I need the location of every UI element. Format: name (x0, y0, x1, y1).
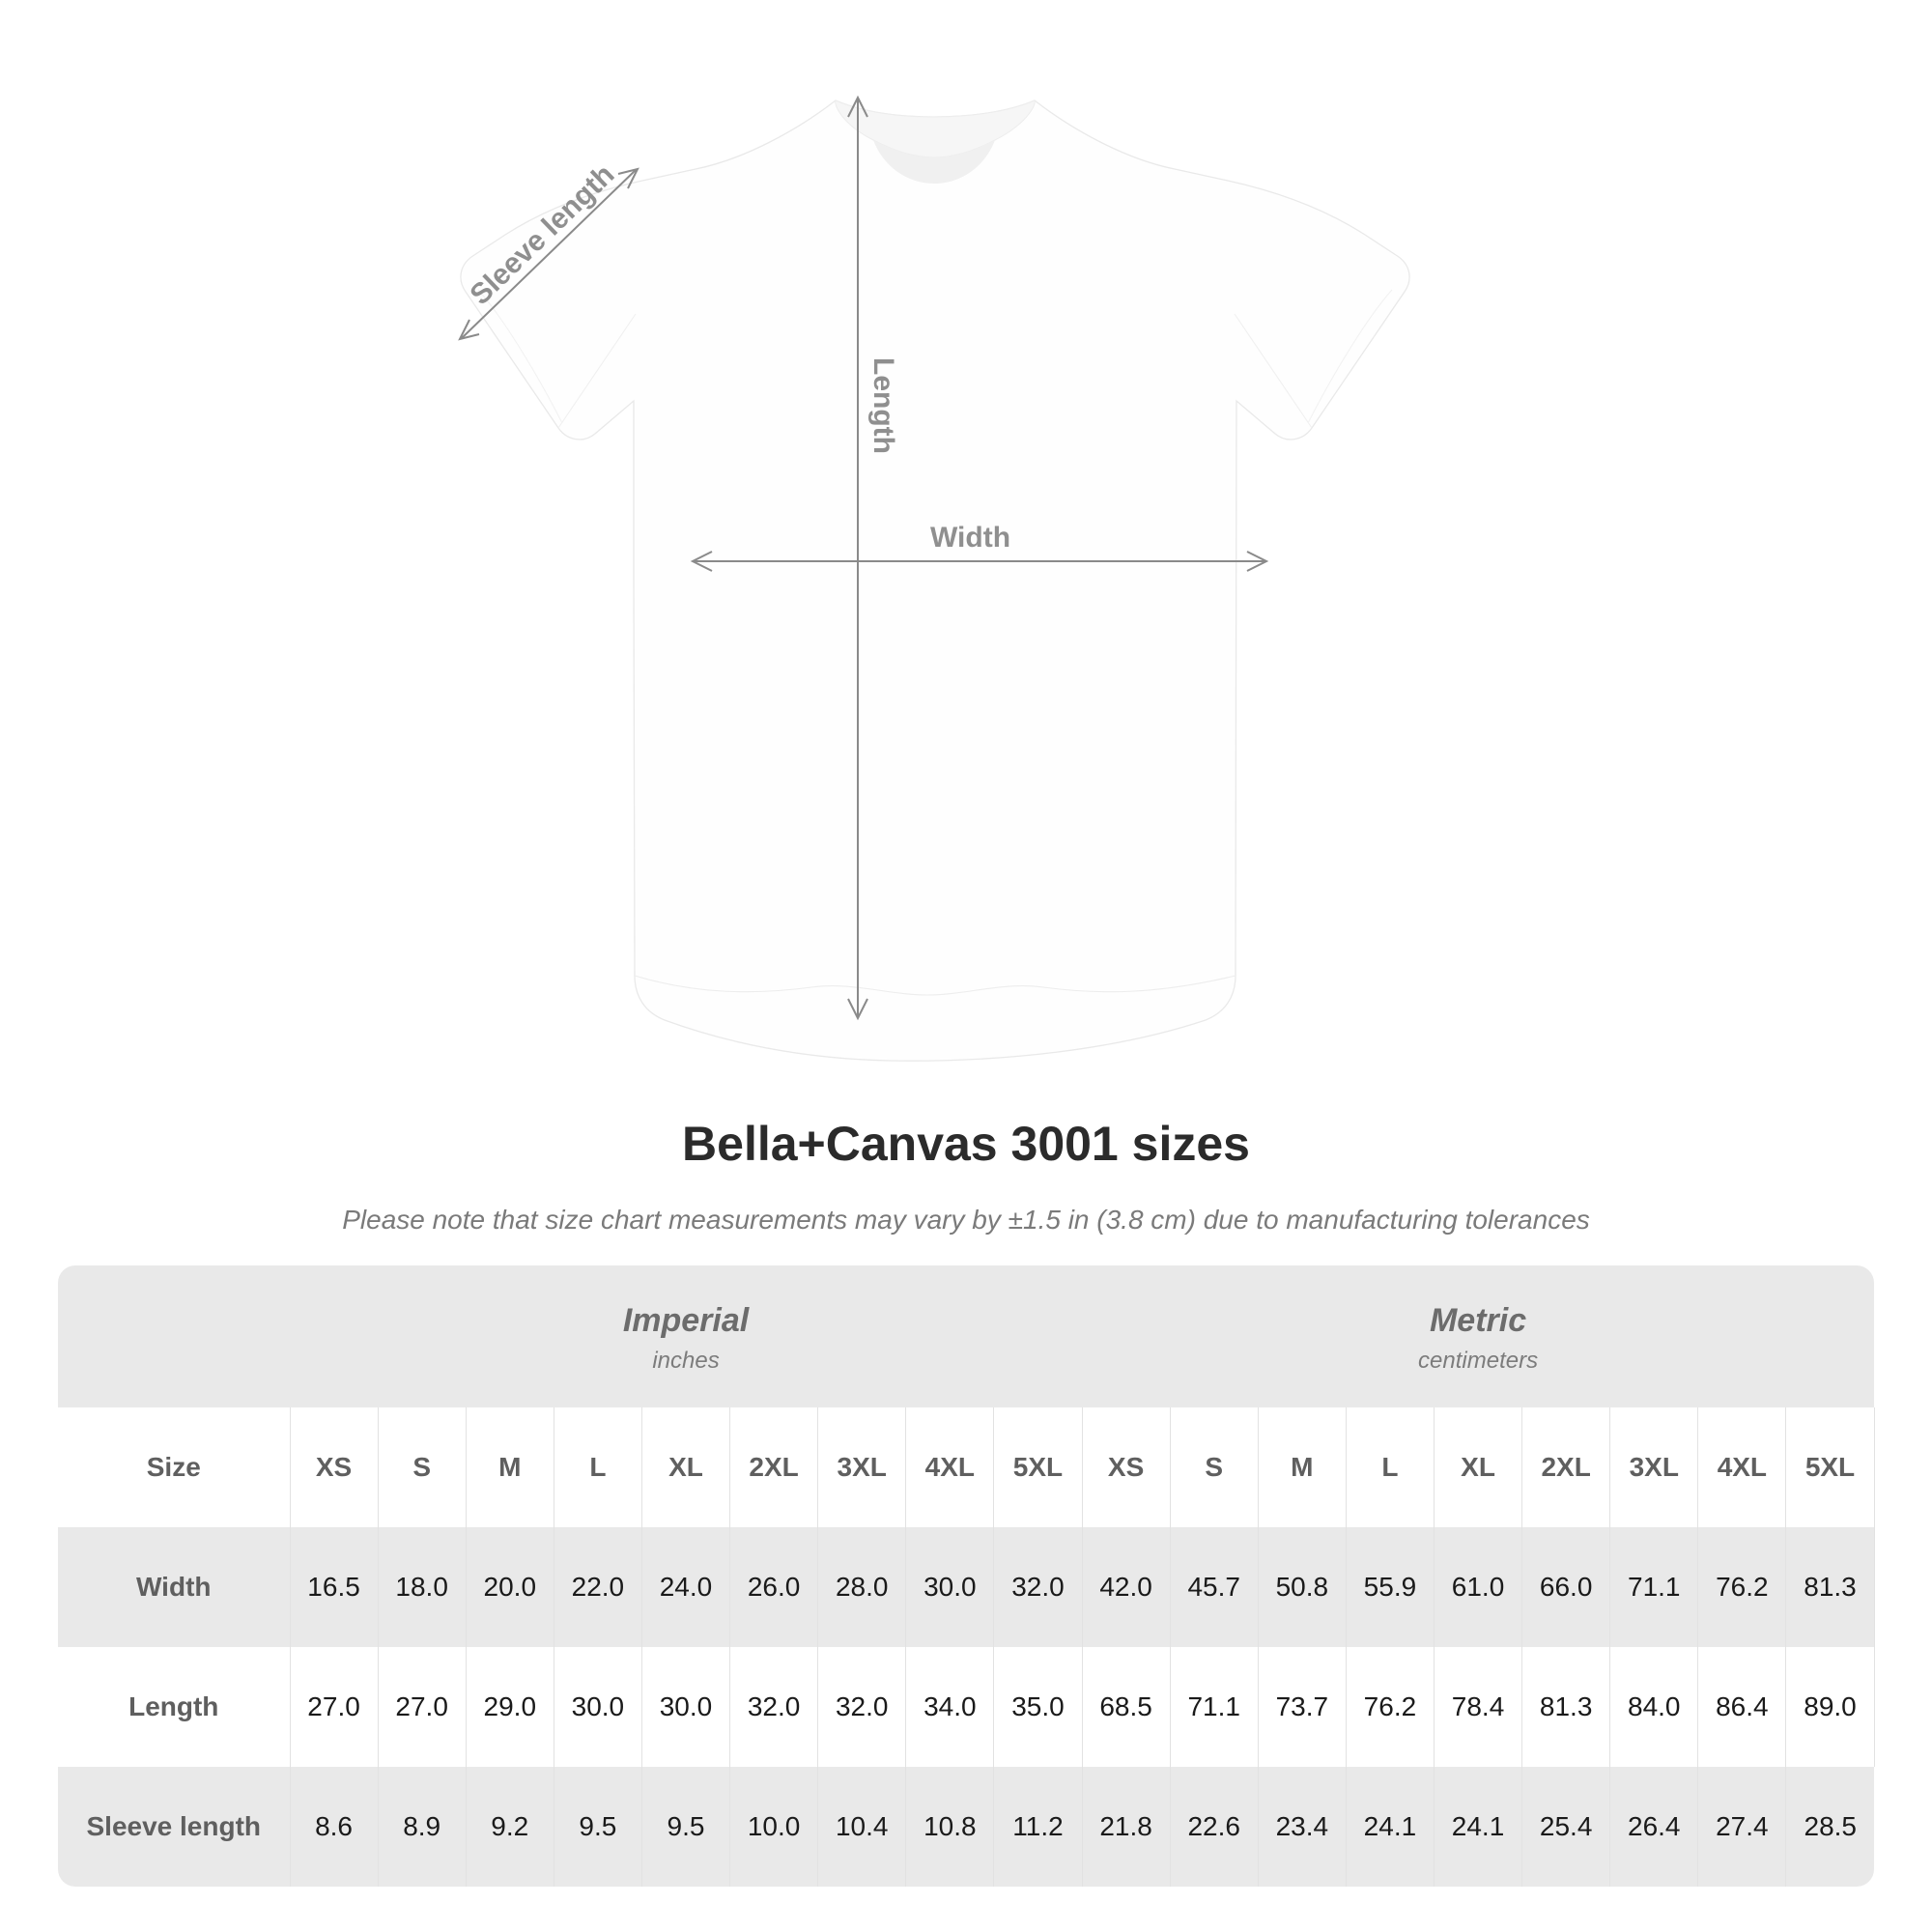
svg-text:Width: Width (930, 522, 1010, 554)
svg-text:Length: Length (867, 357, 899, 454)
